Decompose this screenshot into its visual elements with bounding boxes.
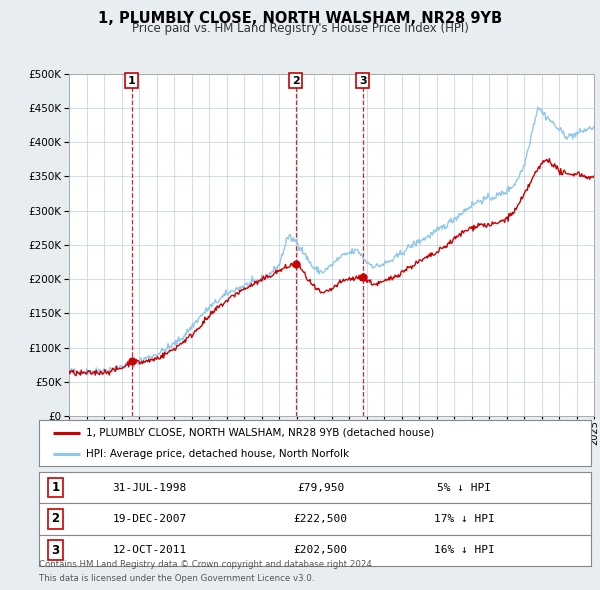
Text: 1, PLUMBLY CLOSE, NORTH WALSHAM, NR28 9YB (detached house): 1, PLUMBLY CLOSE, NORTH WALSHAM, NR28 9Y… — [86, 428, 434, 438]
Text: Price paid vs. HM Land Registry's House Price Index (HPI): Price paid vs. HM Land Registry's House … — [131, 22, 469, 35]
Text: This data is licensed under the Open Government Licence v3.0.: This data is licensed under the Open Gov… — [39, 574, 314, 583]
Text: 31-JUL-1998: 31-JUL-1998 — [112, 483, 187, 493]
Text: Contains HM Land Registry data © Crown copyright and database right 2024.: Contains HM Land Registry data © Crown c… — [39, 560, 374, 569]
Text: 16% ↓ HPI: 16% ↓ HPI — [434, 545, 494, 555]
Text: 19-DEC-2007: 19-DEC-2007 — [112, 514, 187, 524]
Text: 17% ↓ HPI: 17% ↓ HPI — [434, 514, 494, 524]
Text: 5% ↓ HPI: 5% ↓ HPI — [437, 483, 491, 493]
Text: HPI: Average price, detached house, North Norfolk: HPI: Average price, detached house, Nort… — [86, 448, 349, 458]
Text: £79,950: £79,950 — [297, 483, 344, 493]
Text: 1: 1 — [52, 481, 59, 494]
Text: 12-OCT-2011: 12-OCT-2011 — [112, 545, 187, 555]
Text: 3: 3 — [52, 543, 59, 557]
Text: £202,500: £202,500 — [293, 545, 347, 555]
Text: 2: 2 — [52, 512, 59, 526]
Text: 3: 3 — [359, 76, 367, 86]
Text: £222,500: £222,500 — [293, 514, 347, 524]
Text: 1: 1 — [128, 76, 136, 86]
Text: 1, PLUMBLY CLOSE, NORTH WALSHAM, NR28 9YB: 1, PLUMBLY CLOSE, NORTH WALSHAM, NR28 9Y… — [98, 11, 502, 25]
Text: 2: 2 — [292, 76, 299, 86]
